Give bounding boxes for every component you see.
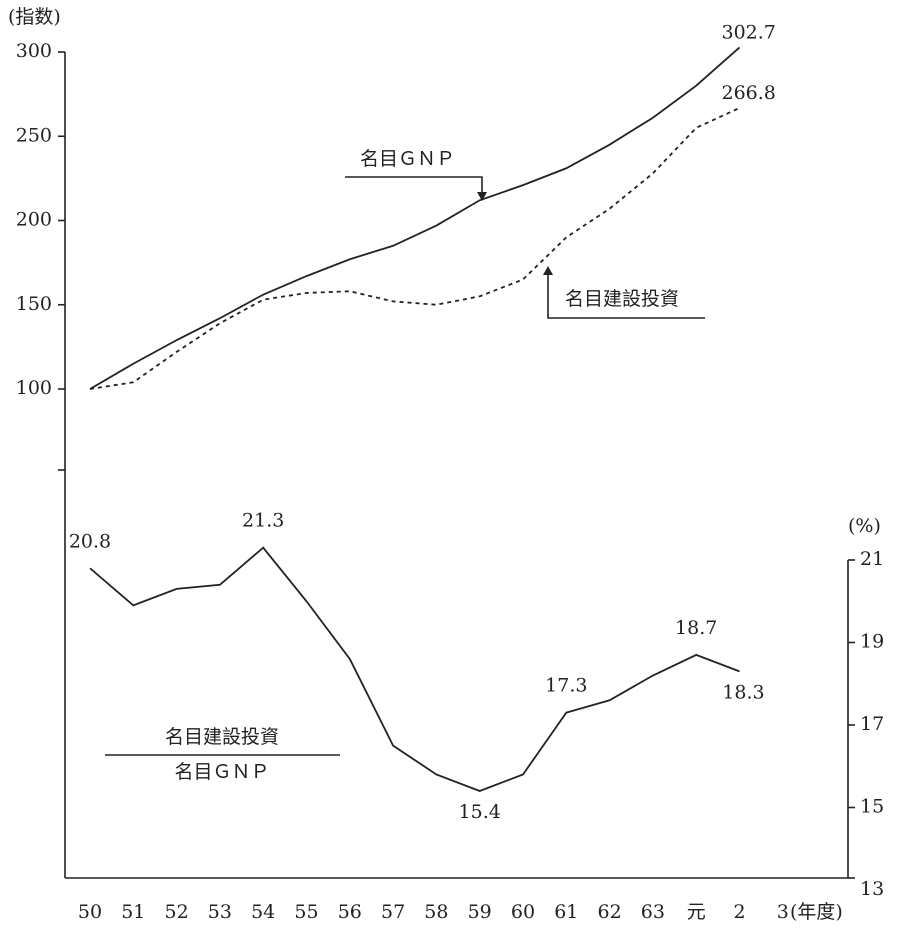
- data-label: 302.7: [722, 21, 776, 43]
- y-tick-label: 300: [16, 40, 52, 62]
- x-tick-label: 61: [554, 901, 578, 923]
- x-tick-label: 59: [468, 901, 492, 923]
- y-tick-label: 200: [16, 209, 52, 231]
- y-tick-label: 100: [16, 377, 52, 399]
- x-tick-label: 3: [777, 901, 789, 923]
- y-axis-label: (指数): [8, 6, 61, 28]
- data-label: 21.3: [242, 510, 284, 532]
- x-tick-label: 50: [78, 901, 102, 923]
- series-line: [89, 46, 741, 390]
- series-line: [89, 546, 740, 792]
- callout-label: 名目建設投資: [565, 288, 679, 310]
- x-tick-label: 63: [641, 901, 665, 923]
- series-line: [89, 107, 740, 390]
- data-label: 18.7: [675, 617, 717, 639]
- y2-tick-label: 17: [860, 713, 884, 735]
- x-tick-label: 54: [251, 901, 275, 923]
- data-label: 18.3: [722, 681, 764, 703]
- data-label: 266.8: [722, 82, 776, 104]
- data-label: 20.8: [69, 530, 111, 552]
- y-tick-label: 150: [16, 293, 52, 315]
- x-tick-label: 53: [208, 901, 232, 923]
- x-tick-label: 51: [121, 901, 145, 923]
- x-tick-label: 57: [381, 901, 405, 923]
- data-label: 17.3: [545, 675, 587, 697]
- x-tick-label: 58: [424, 901, 448, 923]
- arrowhead: [543, 266, 553, 275]
- x-tick-label: 55: [294, 901, 318, 923]
- y2-axis-label: (%): [848, 515, 881, 537]
- y2-tick-label: 15: [860, 796, 884, 818]
- ratio-denominator: 名目ＧＮＰ: [174, 761, 269, 783]
- ratio-numerator: 名目建設投資: [165, 726, 279, 748]
- y2-tick-label: 21: [860, 548, 884, 570]
- y-tick-label: 250: [16, 124, 52, 146]
- arrowhead: [477, 192, 487, 201]
- y2-tick-label: 19: [860, 631, 884, 653]
- x-tick-label: 62: [598, 901, 622, 923]
- x-axis-label: (年度): [790, 901, 843, 923]
- x-tick-label: 2: [733, 901, 745, 923]
- x-tick-label: 60: [511, 901, 535, 923]
- x-tick-label: 56: [338, 901, 362, 923]
- x-tick-label: 52: [165, 901, 189, 923]
- callout-label: 名目ＧＮＰ: [360, 148, 455, 170]
- x-tick-label: 元: [687, 901, 706, 923]
- callout-line: [345, 176, 483, 195]
- callout-line: [547, 272, 705, 319]
- data-label: 15.4: [459, 801, 501, 823]
- y2-tick-label: 13: [860, 878, 884, 900]
